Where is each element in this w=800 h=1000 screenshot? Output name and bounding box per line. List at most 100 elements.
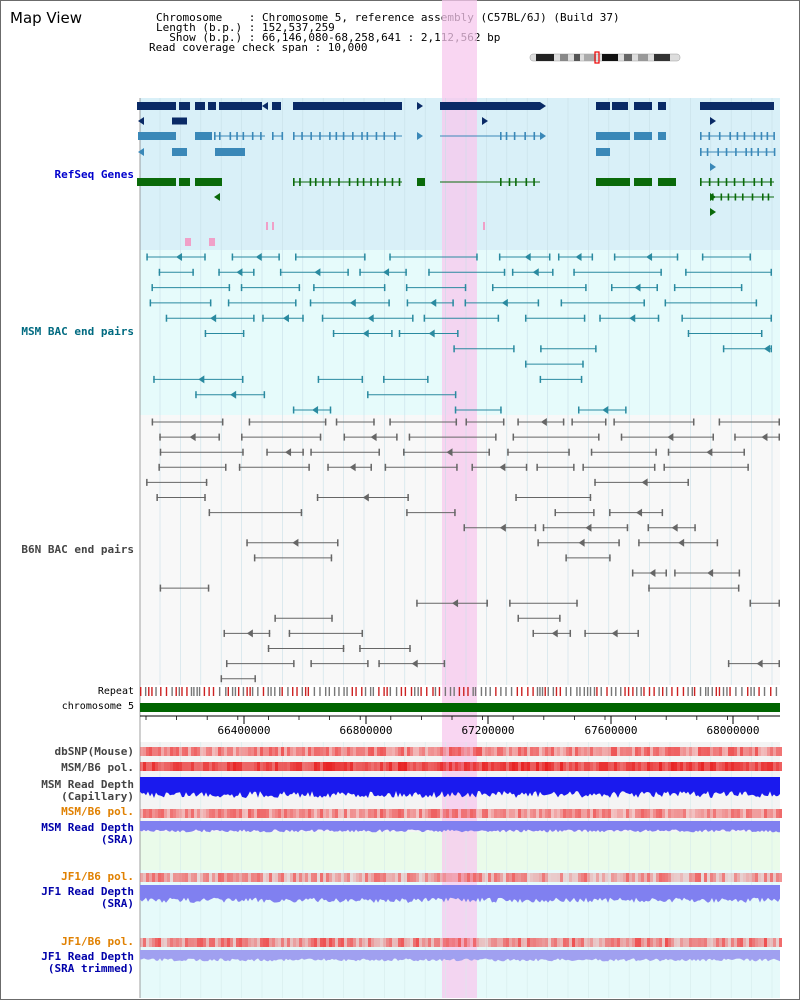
polymorphism-cell — [533, 809, 536, 818]
bac-end — [532, 629, 534, 637]
bac-end — [384, 463, 387, 471]
dbsnp-label[interactable]: dbSNP(Mouse) — [54, 745, 134, 758]
msm-read-depth-capillary-label[interactable]: MSM Read Depth (Capillary) — [41, 778, 134, 803]
polymorphism-cell — [578, 873, 581, 882]
jf1-b6-pol-label-2[interactable]: JF1/B6 pol. — [61, 935, 134, 948]
bac-end-arrow — [236, 268, 243, 277]
polymorphism-cell — [665, 873, 668, 882]
msm-read-depth-sra-label[interactable]: MSM Read Depth (SRA) — [41, 821, 134, 846]
polymorphism-cell — [200, 762, 203, 771]
repeat-element — [307, 687, 310, 696]
bac-end — [681, 314, 683, 322]
polymorphism-cell — [680, 762, 683, 771]
polymorphism-cell — [572, 762, 575, 771]
polymorphism-cell — [416, 938, 419, 947]
bac-end — [637, 629, 639, 637]
polymorphism-cell — [140, 762, 143, 771]
gene-strand-arrow — [710, 117, 716, 125]
polymorphism-cell — [569, 809, 572, 818]
bac-end-arrow — [501, 298, 508, 307]
bac-end-arrow — [524, 253, 531, 261]
bac-end — [665, 569, 667, 577]
chromosome-ideogram[interactable] — [528, 51, 684, 65]
polymorphism-cell — [404, 873, 407, 882]
polymorphism-cell — [158, 809, 161, 818]
polymorphism-cell — [359, 938, 362, 947]
polymorphism-cell — [338, 762, 341, 771]
polymorphism-cell — [506, 873, 509, 882]
repeat-element — [296, 687, 298, 696]
polymorphism-cell — [341, 873, 344, 882]
polymorphism-cell — [224, 809, 227, 818]
repeat-element — [505, 687, 507, 696]
gene-block — [172, 117, 187, 125]
bac-end — [643, 299, 645, 307]
polymorphism-cell — [179, 747, 182, 756]
highlighted-region[interactable] — [442, 0, 477, 998]
repeat-element — [480, 687, 483, 696]
bac-end — [227, 299, 230, 307]
polymorphism-cell — [443, 762, 446, 771]
polymorphism-cell — [410, 747, 413, 756]
bac-end — [743, 448, 745, 456]
polymorphism-cell — [557, 762, 560, 771]
bac-end — [525, 463, 528, 471]
repeat-element — [181, 687, 183, 696]
polymorphism-cell — [755, 809, 758, 818]
bac-end — [151, 284, 153, 292]
polymorphism-cell — [473, 938, 476, 947]
repeat-element — [770, 687, 772, 696]
polymorphism-cell — [557, 809, 560, 818]
msm-b6-pol-label-2[interactable]: MSM/B6 pol. — [61, 805, 134, 818]
b6n-bac-label[interactable]: B6N BAC end pairs — [21, 543, 134, 556]
polymorphism-cell — [422, 762, 425, 771]
bac-end — [661, 509, 664, 517]
polymorphism-cell — [329, 938, 332, 947]
refseq-genes-label[interactable]: RefSeq Genes — [54, 168, 134, 181]
polymorphism-cell — [551, 747, 554, 756]
polymorphism-cell — [299, 809, 302, 818]
repeat-element — [691, 687, 693, 696]
polymorphism-cell — [365, 809, 368, 818]
polymorphism-cell — [353, 747, 356, 756]
polymorphism-cell — [497, 938, 500, 947]
polymorphism-cell — [638, 873, 641, 882]
polymorphism-cell — [578, 747, 581, 756]
polymorphism-cell — [338, 747, 341, 756]
polymorphism-cell — [521, 873, 524, 882]
polymorphism-cell — [305, 938, 308, 947]
polymorphism-cell — [614, 873, 617, 882]
chromosome-label[interactable]: chromosome 5 — [61, 701, 134, 712]
msm-b6-pol-label-1[interactable]: MSM/B6 pol. — [61, 761, 134, 774]
jf1-read-depth-trimmed-label[interactable]: JF1 Read Depth (SRA trimmed) — [41, 950, 134, 975]
bac-end — [293, 660, 295, 668]
polymorphism-cell — [740, 762, 743, 771]
polymorphism-cell — [362, 873, 365, 882]
bac-end — [204, 494, 206, 501]
polymorphism-cell — [356, 762, 359, 771]
polymorphism-cell — [626, 873, 629, 882]
repeat-label[interactable]: Repeat — [97, 686, 134, 697]
polymorphism-cell — [722, 762, 725, 771]
bac-end-arrow — [706, 448, 713, 457]
polymorphism-cell — [362, 747, 365, 756]
bac-end-arrow — [671, 523, 678, 532]
polymorphism-cell — [161, 938, 164, 947]
msm-bac-label[interactable]: MSM BAC end pairs — [21, 325, 134, 338]
bac-end — [611, 284, 613, 292]
polymorphism-cell — [746, 938, 749, 947]
repeat-element — [753, 687, 755, 696]
polymorphism-cell — [536, 938, 539, 947]
polymorphism-cell — [173, 938, 176, 947]
polymorphism-cell — [509, 809, 512, 818]
bac-end — [593, 509, 595, 517]
bac-end — [278, 253, 280, 261]
jf1-read-depth-sra-label[interactable]: JF1 Read Depth (SRA) — [41, 885, 134, 910]
polymorphism-cell — [317, 873, 320, 882]
polymorphism-cell — [275, 747, 278, 756]
polymorphism-cell — [413, 762, 416, 771]
gene-marker — [185, 238, 191, 246]
jf1-b6-pol-label-1[interactable]: JF1/B6 pol. — [61, 870, 134, 883]
polymorphism-cell — [701, 873, 704, 882]
bac-end — [598, 433, 600, 441]
